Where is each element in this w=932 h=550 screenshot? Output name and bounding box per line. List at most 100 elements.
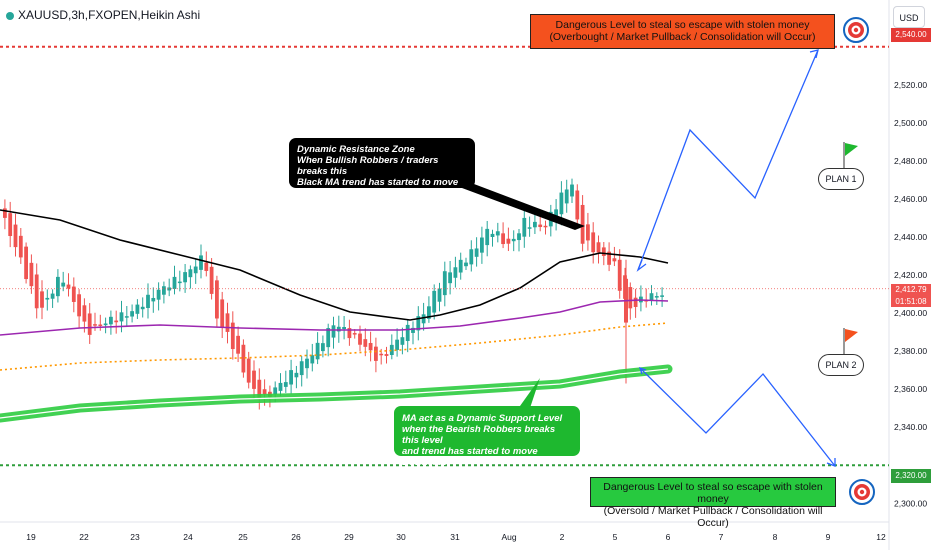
price-tick-label: 2,520.00 (894, 80, 927, 90)
price-tick-label: 2,400.00 (894, 308, 927, 318)
candle-body (77, 294, 81, 317)
candle-body (448, 272, 452, 284)
price-axis[interactable]: 2,520.00 2,500.00 2,480.00 2,460.00 2,440.00… (894, 80, 927, 509)
candle-body (50, 293, 55, 299)
candle-body (82, 305, 87, 322)
purple-ma-line (0, 299, 669, 336)
candle-body (427, 306, 431, 319)
candle-body (347, 328, 352, 339)
plan1-flag-icon (845, 143, 858, 156)
price-tick-label: 2,360.00 (894, 384, 927, 394)
price-tick-label: 2,500.00 (894, 118, 927, 128)
candle-body (119, 312, 124, 322)
candle-body (517, 233, 521, 241)
candle-body (230, 322, 235, 350)
candle-body (172, 276, 177, 289)
candle-body (135, 304, 140, 314)
upper-level-price-label: 2,540.00 (891, 28, 931, 42)
candle-body (246, 358, 251, 383)
candle-body (628, 287, 633, 309)
candle-body (199, 255, 203, 270)
time-tick-label: 5 (613, 532, 618, 542)
time-tick-label: 29 (344, 532, 354, 542)
candle-body (543, 225, 548, 228)
candle-body (368, 342, 373, 351)
candle-body (617, 259, 622, 291)
candle-body (151, 297, 156, 302)
candle-body (24, 246, 28, 280)
time-axis[interactable]: 19 22 23 24 25 26 29 30 31 Aug 2 5 6 7 8 9 12 (26, 532, 886, 542)
resistance-line3: Black MA trend has started to move Upsid… (297, 177, 459, 199)
candle-body (405, 324, 410, 342)
candle-body (442, 271, 447, 296)
chart-style-label: Heikin Ashi (140, 8, 201, 22)
candle-body (130, 311, 134, 317)
target-bullseye (859, 489, 865, 495)
projection-paths (636, 49, 836, 467)
candle-body (363, 339, 368, 347)
resistance-callout-pointer (462, 184, 585, 230)
candle-body (458, 259, 463, 273)
candle-body (453, 267, 458, 278)
time-tick-label: 19 (26, 532, 36, 542)
price-tick-label: 2,460.00 (894, 194, 927, 204)
candle-body (389, 344, 394, 356)
plan1-projection-path (637, 49, 819, 271)
currency-button[interactable]: USD (893, 6, 925, 28)
candle-body (612, 258, 617, 262)
plan2-start-arrow-icon (638, 366, 647, 375)
time-tick-label: 23 (130, 532, 140, 542)
time-tick-label: 25 (238, 532, 248, 542)
candle-body (310, 355, 315, 364)
candle-body (188, 269, 193, 278)
candle-body (236, 335, 240, 354)
candle-body (262, 389, 267, 395)
symbol-title[interactable]: XAUUSD, 3h, FXOPEN, Heikin Ashi (6, 8, 200, 22)
plan2-projection-path (639, 367, 836, 467)
candle-body (283, 382, 288, 387)
candle-body (501, 233, 505, 245)
candle-body (305, 358, 309, 369)
candle-body (177, 281, 182, 284)
candle-body (580, 204, 585, 244)
candle-body (273, 387, 278, 395)
time-tick-label: 31 (450, 532, 460, 542)
timeframe-label: 3h (71, 8, 85, 22)
moving-averages (0, 209, 673, 423)
candle-body (18, 235, 23, 258)
candle-body (204, 262, 209, 271)
candle-body (336, 326, 341, 332)
price-tick-label: 2,300.00 (894, 498, 927, 508)
candle-body (591, 232, 596, 253)
candle-body (294, 372, 299, 378)
candle-body (511, 238, 516, 242)
target-bullseye (853, 27, 859, 33)
support-line3: and trend has started to move Downside (402, 446, 538, 468)
time-tick-label: Aug (501, 532, 516, 542)
lower-level-price-label: 2,320.00 (891, 469, 931, 483)
candle-body (469, 249, 474, 265)
candle-body (3, 208, 7, 218)
candle-body (384, 354, 389, 356)
candle-body (326, 328, 331, 348)
candle-body (633, 297, 638, 307)
candle-body (432, 290, 437, 313)
orange-ma-line (0, 322, 669, 371)
candle-body (607, 251, 611, 265)
candlestick-series (3, 178, 664, 410)
plan1-start-arrow-icon (636, 259, 647, 272)
symbol-name: XAUUSD (18, 8, 69, 22)
time-tick-label: 24 (183, 532, 193, 542)
candle-body (495, 231, 500, 236)
support-line1: MA act as a Dynamic Support Level (402, 413, 563, 424)
exchange-label: FXOPEN (88, 8, 138, 22)
bar-countdown-label: 01:51:08 (891, 296, 931, 307)
candle-body (257, 379, 262, 399)
candle-body (480, 237, 484, 253)
candle-body (13, 224, 18, 248)
candle-body (114, 320, 119, 323)
candle-body (437, 288, 442, 302)
plan2-label: PLAN 2 (818, 354, 864, 376)
candle-body (321, 343, 325, 352)
